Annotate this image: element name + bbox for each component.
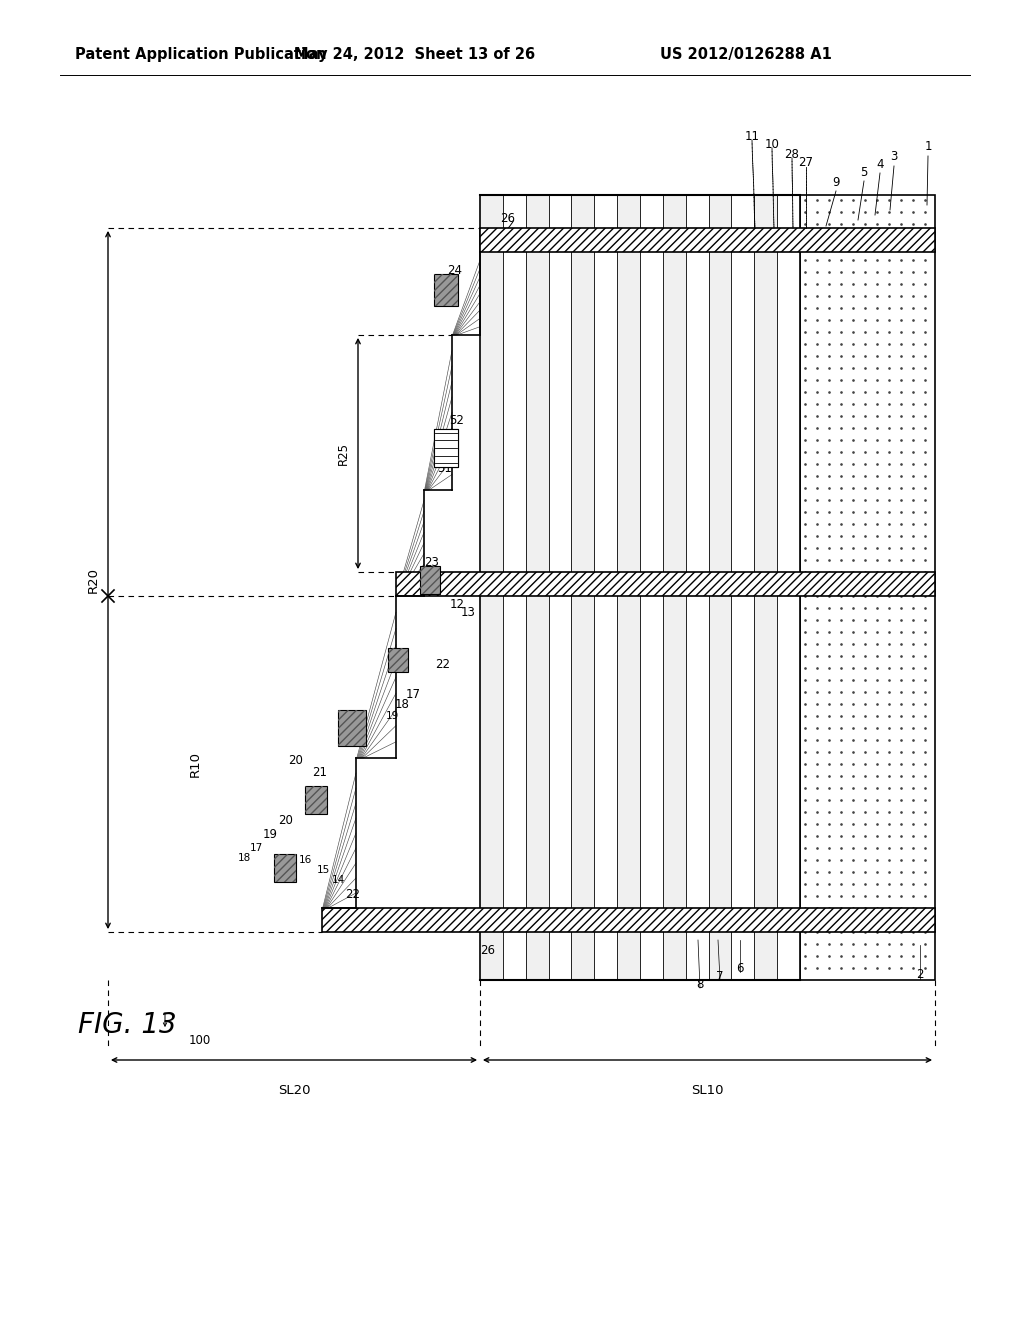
- Text: 21: 21: [312, 766, 328, 779]
- Text: 28: 28: [784, 148, 800, 161]
- Text: 1: 1: [925, 140, 932, 153]
- Text: 18: 18: [238, 853, 251, 863]
- Text: 8: 8: [696, 978, 703, 990]
- Bar: [388, 648, 408, 672]
- Bar: [480, 195, 800, 979]
- Text: 26: 26: [421, 570, 435, 579]
- Text: 13: 13: [461, 606, 475, 619]
- Text: SL20: SL20: [278, 1084, 310, 1097]
- Text: 26: 26: [480, 944, 496, 957]
- Bar: [480, 228, 935, 252]
- Bar: [663, 195, 686, 979]
- Text: 23: 23: [425, 556, 439, 569]
- Bar: [274, 854, 296, 882]
- Bar: [755, 195, 777, 979]
- Text: May 24, 2012  Sheet 13 of 26: May 24, 2012 Sheet 13 of 26: [295, 48, 536, 62]
- Text: 22: 22: [435, 659, 451, 672]
- Text: 27: 27: [799, 157, 813, 169]
- Text: 3: 3: [890, 150, 898, 164]
- Text: 4: 4: [877, 157, 884, 170]
- Text: 11: 11: [744, 129, 760, 143]
- Text: 2: 2: [916, 969, 924, 982]
- Bar: [305, 785, 327, 814]
- Text: 52: 52: [450, 413, 465, 426]
- Bar: [388, 648, 408, 672]
- Bar: [686, 195, 709, 979]
- Bar: [434, 429, 458, 467]
- Text: SL10: SL10: [691, 1084, 724, 1097]
- Bar: [434, 429, 458, 467]
- Text: US 2012/0126288 A1: US 2012/0126288 A1: [660, 48, 831, 62]
- Bar: [480, 195, 503, 979]
- Bar: [420, 566, 440, 594]
- Text: 6: 6: [736, 961, 743, 974]
- Bar: [338, 710, 366, 746]
- Text: R10: R10: [188, 751, 202, 777]
- Bar: [434, 429, 458, 467]
- Bar: [420, 566, 440, 594]
- Bar: [617, 195, 640, 979]
- Bar: [800, 195, 935, 979]
- Text: 51: 51: [437, 462, 453, 474]
- Text: 7: 7: [716, 969, 724, 982]
- Text: 15: 15: [316, 865, 330, 875]
- Text: R20: R20: [86, 568, 99, 593]
- Text: FIG. 13: FIG. 13: [78, 1011, 176, 1039]
- Bar: [434, 275, 458, 306]
- Text: 17: 17: [406, 689, 421, 701]
- Bar: [503, 195, 525, 979]
- Text: 9: 9: [833, 176, 840, 189]
- Text: 16: 16: [298, 855, 311, 865]
- Bar: [396, 572, 935, 597]
- Text: Patent Application Publication: Patent Application Publication: [75, 48, 327, 62]
- Text: 17: 17: [250, 843, 262, 853]
- Bar: [525, 195, 549, 979]
- Bar: [274, 854, 296, 882]
- Bar: [338, 710, 366, 746]
- Text: 12: 12: [450, 598, 465, 611]
- Text: 100: 100: [188, 1034, 211, 1047]
- Bar: [434, 275, 458, 306]
- Bar: [571, 195, 594, 979]
- Bar: [549, 195, 571, 979]
- Bar: [305, 785, 327, 814]
- Text: 5: 5: [860, 165, 867, 178]
- Bar: [640, 195, 663, 979]
- Text: 18: 18: [394, 698, 410, 711]
- Text: 20: 20: [289, 754, 303, 767]
- Text: 25: 25: [439, 430, 455, 444]
- Bar: [777, 195, 800, 979]
- Text: 24: 24: [447, 264, 463, 276]
- Bar: [322, 908, 935, 932]
- Bar: [594, 195, 617, 979]
- Text: 10: 10: [765, 137, 779, 150]
- Text: 19: 19: [262, 829, 278, 842]
- Text: 19: 19: [385, 711, 398, 721]
- Text: 20: 20: [279, 813, 294, 826]
- Text: R25: R25: [337, 442, 349, 465]
- Text: 26: 26: [501, 211, 515, 224]
- Bar: [731, 195, 755, 979]
- Text: 22: 22: [345, 888, 360, 902]
- Text: 14: 14: [332, 875, 345, 884]
- Bar: [709, 195, 731, 979]
